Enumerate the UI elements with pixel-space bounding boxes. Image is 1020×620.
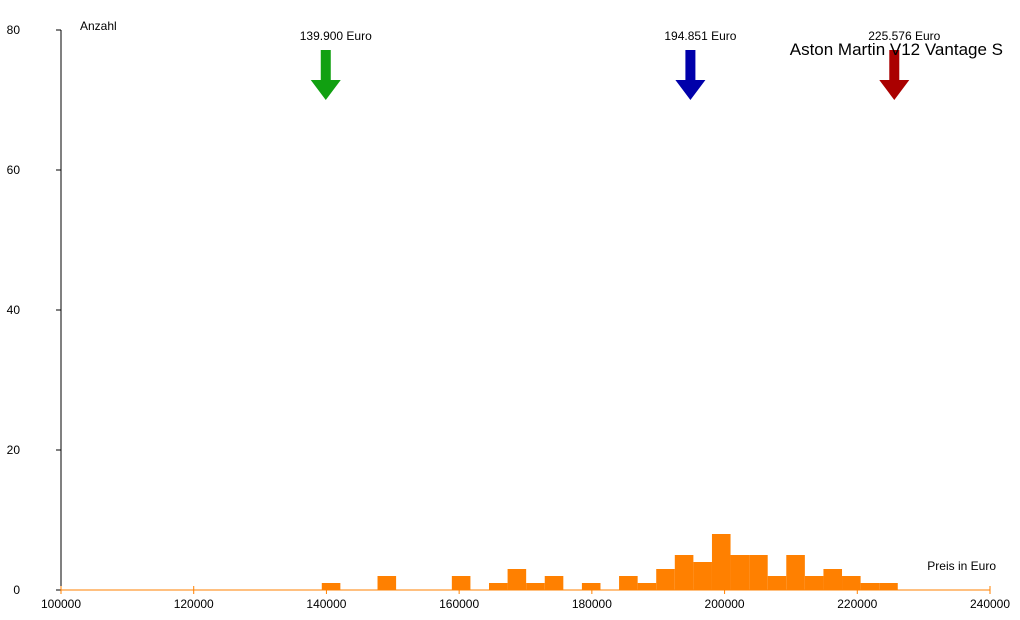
x-tick-label: 120000 [174,597,214,611]
histogram-bar [674,555,694,590]
histogram-bar [321,583,341,590]
y-tick-label: 60 [7,163,21,177]
x-tick-label: 180000 [572,597,612,611]
histogram-bar [730,555,750,590]
axes-group [60,30,990,591]
y-tick-label: 80 [7,23,21,37]
bars-group [321,534,898,590]
histogram-bar [749,555,768,590]
y-ticks-group: 0 20 40 60 80 [7,23,61,597]
x-tick-label: 200000 [705,597,745,611]
y-tick-label: 40 [7,303,21,317]
histogram-bar [526,583,545,590]
histogram-bar [656,569,675,590]
price-marker-label: 194.851 Euro [664,29,736,43]
histogram-bar [451,576,471,590]
histogram-bar [507,569,527,590]
histogram-bar [823,569,843,590]
histogram-bar [581,583,601,590]
price-marker-label: 225.576 Euro [868,29,940,43]
y-tick-label: 0 [13,583,20,597]
x-axis-label: Preis in Euro [927,559,996,573]
price-marker-arrow [310,50,341,100]
y-axis-label: Anzahl [80,19,117,33]
x-tick-label: 220000 [837,597,877,611]
markers-group: 139.900 Euro 194.851 Euro 225.576 Euro [300,29,941,100]
histogram-bar [804,576,824,590]
price-marker-arrow [675,50,706,100]
histogram-bar [544,576,564,590]
histogram-bar [377,576,397,590]
x-tick-label: 100000 [41,597,81,611]
x-tick-label: 140000 [306,597,346,611]
histogram-bar [693,562,712,590]
x-tick-label: 240000 [970,597,1010,611]
histogram-bar [879,583,898,590]
histogram-bar [489,583,508,590]
histogram-bar [860,583,880,590]
chart-title: Aston Martin V12 Vantage S [790,40,1003,59]
histogram-bar [637,583,657,590]
y-tick-label: 20 [7,443,21,457]
price-marker-label: 139.900 Euro [300,29,372,43]
price-marker-arrow [879,50,910,100]
histogram-bar [619,576,638,590]
x-ticks-group: 100000 120000 140000 160000 180000 200000 2200… [41,586,1010,611]
histogram-bar [786,555,805,590]
histogram-bar [842,576,861,590]
histogram-bar [711,534,731,590]
histogram-bar [767,576,787,590]
x-tick-label: 160000 [439,597,479,611]
